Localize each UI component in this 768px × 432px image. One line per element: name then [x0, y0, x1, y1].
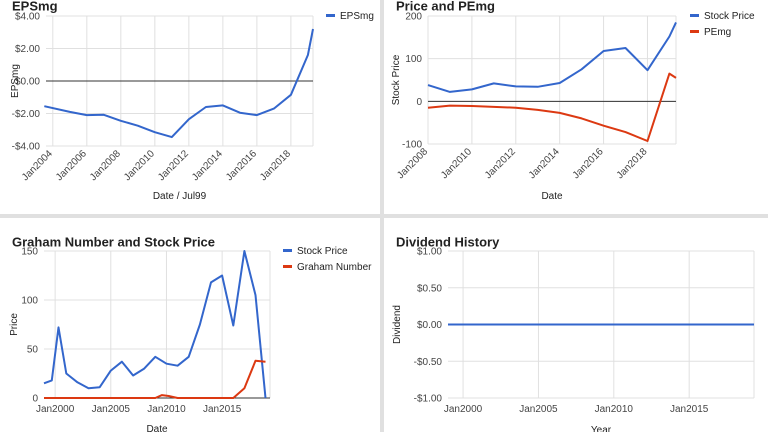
x-tick-label: Jan2014 — [527, 146, 562, 181]
graham-chart-panel: Graham Number and Stock Price 150 100 50 0 Ja… — [0, 218, 380, 432]
y-tick-label: 200 — [405, 12, 422, 23]
series-line-epsmg — [44, 28, 314, 139]
x-tick-label: Jan2015 — [670, 404, 709, 415]
y-tick-label: 50 — [27, 345, 39, 356]
legend-swatch — [283, 249, 292, 252]
legend-label: Stock Price — [297, 246, 348, 257]
x-axis-label: Date — [146, 424, 168, 432]
y-tick-label: 0 — [32, 394, 38, 405]
y-tick-label: $4.00 — [15, 12, 40, 23]
legend-label: PEmg — [704, 27, 731, 38]
chart-title: EPSmg — [12, 0, 58, 14]
y-tick-label: 0 — [416, 97, 422, 108]
legend-swatch — [326, 14, 335, 17]
y-axis-label: EPSmg — [10, 64, 21, 98]
x-tick-label: Jan2018 — [615, 146, 650, 181]
dividend-chart-panel: Dividend History $1.00 $0.50 $0.00 -$0.50 -$1… — [384, 218, 768, 432]
y-tick-label: -$4.00 — [12, 142, 41, 153]
legend-swatch — [690, 14, 699, 17]
chart-title: Dividend History — [396, 235, 500, 250]
x-tick-label: Jan2005 — [92, 404, 131, 415]
x-tick-label: Jan2014 — [190, 148, 225, 183]
y-tick-label: -$2.00 — [12, 109, 41, 120]
legend-swatch — [283, 265, 292, 268]
x-tick-label: Jan2018 — [258, 148, 293, 183]
x-tick-label: Jan2016 — [224, 148, 259, 183]
x-tick-label: Jan2008 — [88, 148, 123, 183]
x-tick-label: Jan2000 — [444, 404, 483, 415]
legend-swatch — [690, 30, 699, 33]
y-tick-label: 150 — [21, 247, 38, 258]
y-axis-label: Stock Price — [391, 54, 402, 105]
chart-title: Graham Number and Stock Price — [12, 235, 215, 250]
y-tick-label: -$1.00 — [414, 394, 443, 405]
y-tick-label: $2.00 — [15, 44, 40, 55]
y-tick-label: -$0.50 — [414, 357, 443, 368]
y-tick-label: $0.50 — [417, 283, 442, 294]
y-tick-label: $1.00 — [417, 247, 442, 258]
eps-chart-panel: EPSmg $4.00 $2.00 $0.00 -$2.00 -$4.00 Jan2004 J… — [0, 0, 380, 214]
x-tick-label: Jan2015 — [203, 404, 242, 415]
x-tick-label: Jan2005 — [519, 404, 558, 415]
legend-label: Graham Number — [297, 262, 372, 273]
y-tick-label: $0.00 — [417, 320, 442, 331]
series-line-pemg — [427, 72, 677, 142]
chart-title: Price and PEmg — [396, 0, 495, 14]
series-line-stock-price — [427, 21, 677, 93]
dividend-chart: Dividend History$1.00 $0.50 $0.00 -$0.50 -$1… — [392, 235, 755, 432]
x-axis-label: Date — [541, 191, 563, 202]
graham-chart: Graham Number and Stock Price150100500Ja… — [9, 235, 372, 432]
x-tick-label: Jan2004 — [20, 148, 55, 183]
x-axis-label: Date / Jul99 — [153, 191, 207, 202]
y-tick-label: 100 — [21, 296, 38, 307]
series-line-stock-price — [43, 250, 267, 399]
y-tick-label: 100 — [405, 54, 422, 65]
legend-label: EPSmg — [340, 11, 374, 22]
y-axis-label: Dividend — [392, 305, 403, 344]
x-tick-label: Jan2010 — [122, 148, 157, 183]
x-tick-label: Jan2010 — [439, 146, 474, 181]
x-tick-label: Jan2012 — [156, 148, 191, 183]
x-tick-label: Jan2000 — [36, 404, 75, 415]
x-tick-label: Jan2006 — [54, 148, 89, 183]
y-axis-label: Price — [9, 313, 20, 336]
y-tick-label: -100 — [402, 140, 422, 151]
series-line-graham-number — [44, 359, 266, 399]
legend-label: Stock Price — [704, 11, 755, 22]
x-tick-label: Jan2010 — [147, 404, 186, 415]
price-pe-chart-panel: Price and PEmg 200 100 0 -100 Jan2008 Jan2010 J… — [384, 0, 768, 214]
x-axis-label: Year — [591, 425, 612, 432]
x-tick-label: Jan2008 — [395, 146, 430, 181]
x-tick-label: Jan2012 — [483, 146, 518, 181]
x-tick-label: Jan2016 — [571, 146, 606, 181]
y-tick-label: $0.00 — [15, 77, 40, 88]
x-tick-label: Jan2010 — [595, 404, 634, 415]
